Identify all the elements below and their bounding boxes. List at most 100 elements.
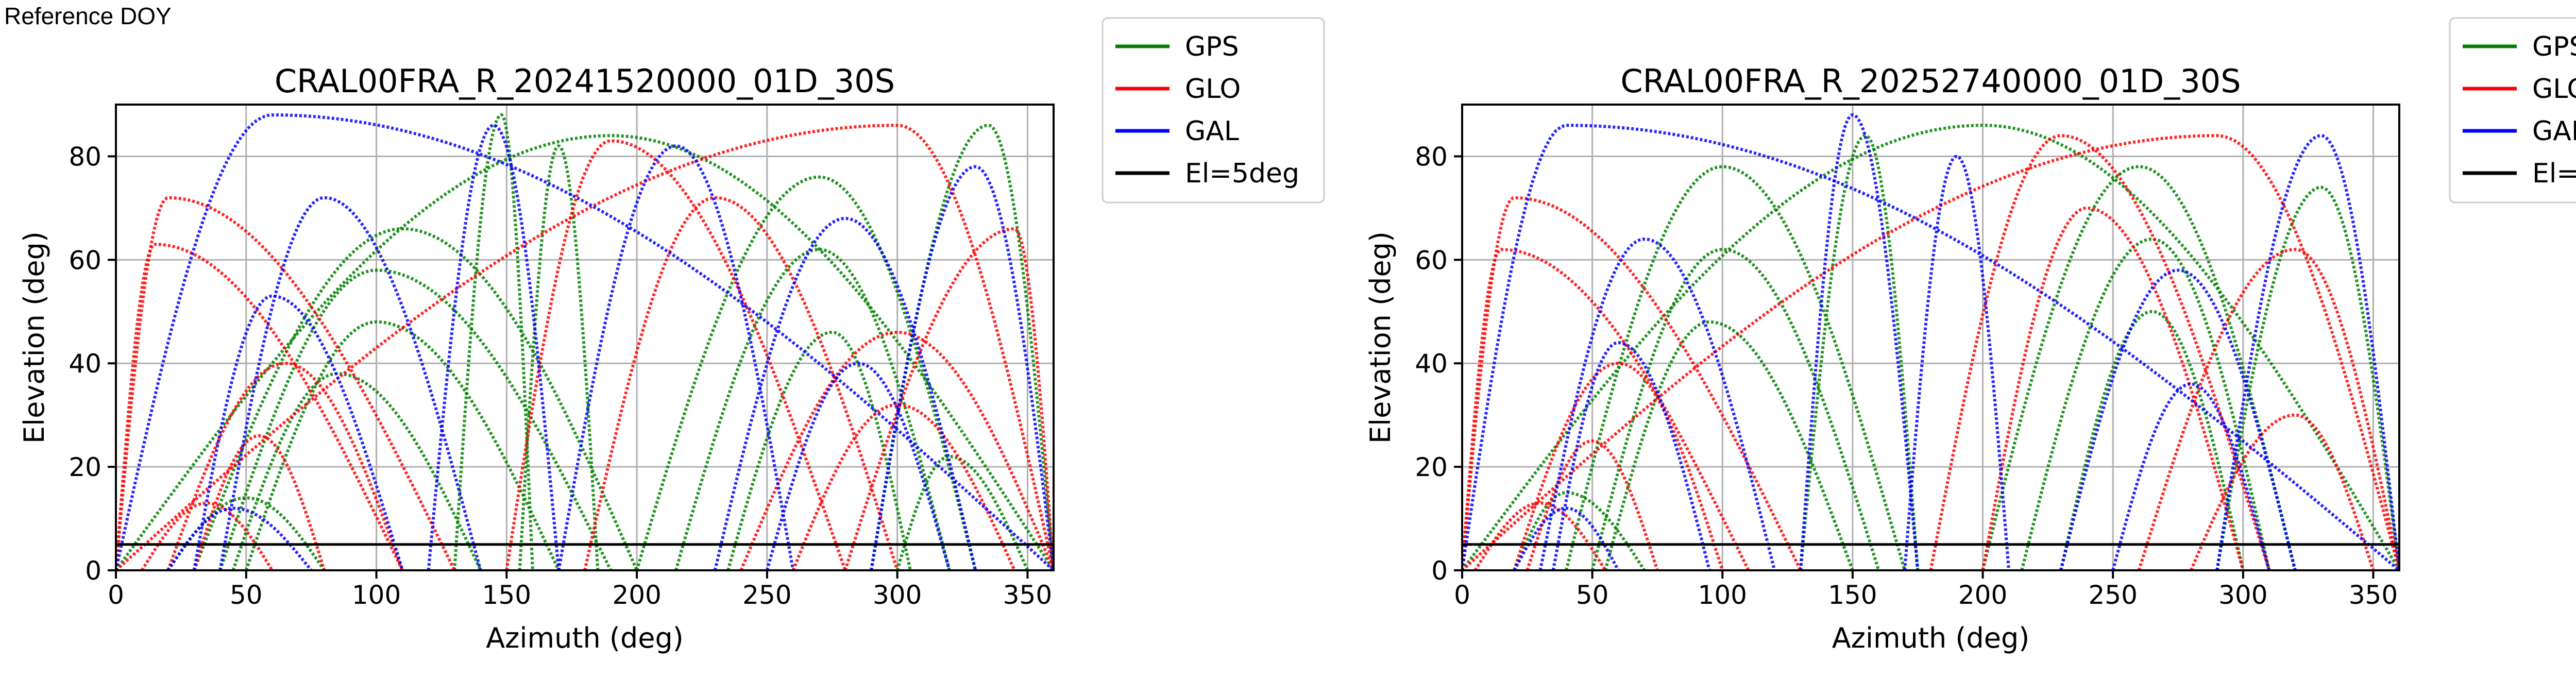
x-tick-label: 300 <box>873 580 922 610</box>
legend-label: GLO <box>1185 74 1241 105</box>
y-tick-label: 60 <box>69 245 101 275</box>
x-tick-label: 100 <box>352 580 401 610</box>
x-tick-label: 250 <box>2088 580 2137 610</box>
series-gal-arc <box>192 294 404 570</box>
series-gps-arc <box>1462 124 2399 570</box>
x-tick-label: 300 <box>2218 580 2267 610</box>
series-gps-arc <box>635 175 977 570</box>
x-tick-label: 200 <box>612 580 661 610</box>
series-glo-arc <box>1981 206 2245 570</box>
series-glo-arc <box>1526 439 1659 570</box>
legend-label: GPS <box>1185 31 1239 62</box>
chart-title: CRAL00FRA_R_20241520000_01D_30S <box>275 62 895 100</box>
y-axis-label: Elevation (deg) <box>18 231 50 444</box>
series-gal-arc <box>1799 113 1920 570</box>
legend-box <box>1101 17 1325 204</box>
series-gal-arc <box>1538 238 1776 570</box>
x-tick-label: 50 <box>230 580 263 610</box>
series-gps-arc <box>870 124 1054 570</box>
series-gal-arc <box>2111 382 2271 570</box>
y-tick-label: 60 <box>1415 245 1448 275</box>
series-gps-arc <box>218 268 613 570</box>
x-tick-label: 200 <box>1958 580 2007 610</box>
series-glo-arc <box>843 227 1054 570</box>
series-gps-arc <box>1799 134 1920 570</box>
legend-label: GLO <box>2532 74 2576 105</box>
series-gps-arc <box>1513 491 1646 570</box>
series-gps-arc <box>1565 165 1906 570</box>
chart-panel-1: 0 50 100 150 200 250 300 350 0 20 40 60 80 CRAL00FRA_… <box>18 17 1325 654</box>
series-glo-arc <box>166 362 404 570</box>
y-tick-label: 40 <box>1415 349 1448 379</box>
legend-label: El=5deg <box>1185 158 1299 189</box>
x-tick-label: 0 <box>1454 580 1470 610</box>
series-gps-arc <box>674 248 951 570</box>
series-gal-arc <box>218 196 482 570</box>
series-gps-arc <box>116 134 1054 570</box>
series-glo-arc <box>116 124 1054 570</box>
series-gps-arc <box>1590 248 1880 570</box>
series-glo-arc <box>1462 134 2399 570</box>
series-gps-arc <box>1981 165 2297 570</box>
y-axis-label: Elevation (deg) <box>1364 231 1397 444</box>
x-tick-label: 150 <box>1828 580 1877 610</box>
series-gal-arc <box>1462 124 2399 570</box>
series-glo-arc <box>1462 248 1750 570</box>
series-gal-arc <box>1903 155 2011 570</box>
legend-label: GAL <box>2532 116 2576 147</box>
series-gps-arc <box>2059 310 2245 570</box>
legend: GPS GLO GAL El=5deg <box>1101 17 1325 204</box>
y-tick-label: 20 <box>69 452 101 482</box>
plot-area <box>116 113 1054 570</box>
x-tick-label: 350 <box>2349 580 2398 610</box>
series-gps-arc <box>2020 238 2271 570</box>
series-gal-arc <box>1513 506 1620 570</box>
chart-title: CRAL00FRA_R_20252740000_01D_30S <box>1620 62 2241 100</box>
series-glo-arc <box>116 243 404 570</box>
y-tick-label: 0 <box>85 556 101 586</box>
series-glo-arc <box>2190 413 2375 570</box>
x-tick-label: 100 <box>1698 580 1747 610</box>
series-glo-arc <box>2137 248 2399 570</box>
series-gal-arc <box>427 124 561 570</box>
series-gps-arc <box>192 227 638 570</box>
legend-label: GAL <box>1185 116 1239 147</box>
series-gps-arc <box>244 320 561 570</box>
axes-frame <box>115 104 1055 571</box>
chart-panel-2: 0 50 100 150 200 250 300 350 0 20 40 60 80 CRAL00FRA_… <box>1364 17 2576 654</box>
series-gal-arc <box>1551 341 1711 570</box>
legend: GPS GLO GAL El=5deg <box>2449 17 2576 204</box>
series-gps-arc <box>895 454 1029 570</box>
y-tick-label: 80 <box>1415 142 1448 172</box>
x-tick-label: 150 <box>482 580 531 610</box>
series-gal-arc <box>870 165 1054 570</box>
y-tick-label: 80 <box>69 142 101 172</box>
x-tick-label: 250 <box>742 580 791 610</box>
series-gal-arc <box>2215 134 2399 570</box>
y-tick-label: 40 <box>69 349 101 379</box>
x-tick-label: 0 <box>108 580 124 610</box>
series-gal-arc <box>713 216 977 570</box>
series-gps-arc <box>518 144 600 570</box>
axes-frame <box>1461 104 2400 571</box>
series-glo-arc <box>739 331 1054 570</box>
series-glo-arc <box>791 403 1016 570</box>
series-gps-arc <box>453 113 534 570</box>
page-label: Reference DOY <box>4 3 172 29</box>
y-tick-label: 20 <box>1415 452 1448 482</box>
plot-area <box>1462 113 2399 570</box>
series-gal-arc <box>166 506 313 570</box>
legend-label: GPS <box>2532 31 2576 62</box>
series-glo-arc <box>1473 501 1607 570</box>
series-gal-arc <box>557 144 795 570</box>
series-gps-arc <box>2215 185 2399 570</box>
x-axis-label: Azimuth (deg) <box>1832 622 2030 654</box>
y-tick-label: 0 <box>1431 556 1448 586</box>
x-tick-label: 350 <box>1003 580 1052 610</box>
series-glo-arc <box>505 139 847 570</box>
series-glo-arc <box>141 501 274 570</box>
series-glo-arc <box>583 196 899 570</box>
legend-box <box>2449 17 2576 204</box>
series-gal-arc <box>2059 268 2297 570</box>
